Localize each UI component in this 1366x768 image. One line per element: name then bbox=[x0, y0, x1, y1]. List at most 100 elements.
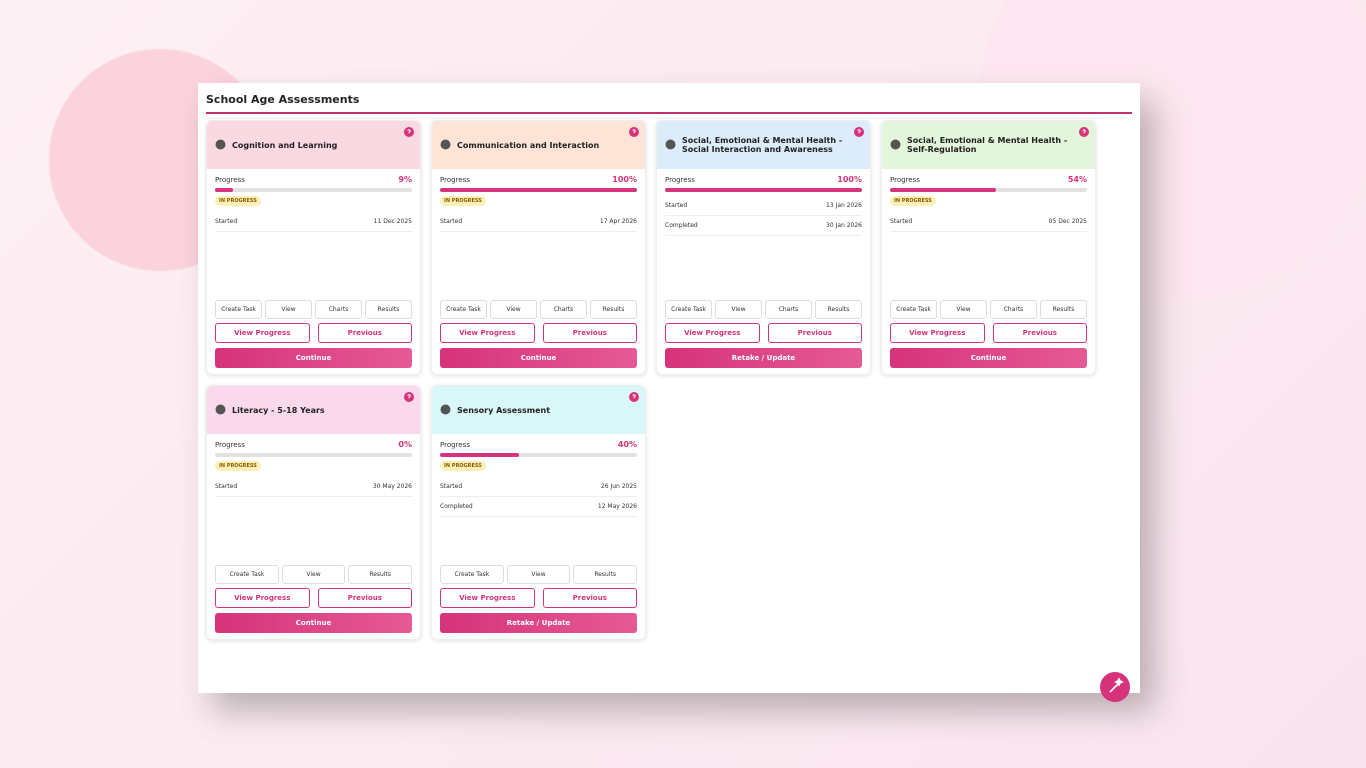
tool-button[interactable]: Results bbox=[1040, 300, 1087, 319]
outline-button[interactable]: View Progress bbox=[890, 323, 985, 343]
panel: School Age Assessments Cognition and Lea… bbox=[198, 83, 1140, 693]
progress-fill bbox=[890, 188, 997, 192]
tool-button[interactable]: View bbox=[506, 565, 571, 584]
tool-button[interactable]: Charts bbox=[765, 300, 812, 319]
action-button[interactable]: Continue bbox=[890, 348, 1087, 368]
status-badge: IN PROGRESS bbox=[440, 461, 486, 471]
progress-percent: 100% bbox=[612, 175, 637, 184]
date-row: Completed 30 Jan 2026 bbox=[665, 216, 862, 236]
card-title: Cognition and Learning bbox=[232, 140, 338, 150]
fab-icon bbox=[1109, 677, 1124, 693]
tool-button[interactable]: Charts bbox=[990, 300, 1037, 319]
tool-button[interactable]: View bbox=[265, 300, 312, 319]
tool-button[interactable]: Create Task bbox=[440, 300, 487, 319]
action-button[interactable]: Continue bbox=[215, 613, 412, 633]
progress-percent: 54% bbox=[1067, 175, 1087, 184]
progress-row: Progress 40% bbox=[440, 440, 637, 449]
tool-button[interactable]: Create Task bbox=[215, 300, 262, 319]
progress-row: Progress 100% bbox=[440, 175, 637, 184]
help-icon[interactable] bbox=[854, 127, 864, 139]
tool-button[interactable]: Create Task bbox=[665, 300, 712, 319]
button-row: View Progress Previous bbox=[215, 323, 412, 343]
assessment-card: Sensory Assessment Progress 40% IN PROGRESS… bbox=[431, 385, 646, 640]
tool-button[interactable]: Results bbox=[365, 300, 412, 319]
card-title: Social, Emotional & Mental Health - Soci… bbox=[682, 136, 843, 154]
card-body: Progress 54% IN PROGRESS Started 05 Dec 2025… bbox=[882, 169, 1095, 374]
button-row: View Progress Previous bbox=[440, 323, 637, 343]
outline-button[interactable]: View Progress bbox=[440, 323, 535, 343]
date-value: 12 May 2026 bbox=[597, 503, 637, 510]
outline-button[interactable]: View Progress bbox=[665, 323, 760, 343]
card-header: Sensory Assessment bbox=[432, 386, 645, 434]
tool-button[interactable]: View bbox=[490, 300, 537, 319]
progress-label: Progress bbox=[215, 440, 245, 449]
button-row: View Progress Previous bbox=[440, 588, 637, 608]
outline-button[interactable]: View Progress bbox=[215, 588, 310, 608]
progress-row: Progress 100% bbox=[665, 175, 862, 184]
outline-button[interactable]: Previous bbox=[992, 323, 1087, 343]
progress-label: Progress bbox=[890, 175, 920, 184]
date-value: 30 Jan 2026 bbox=[826, 222, 862, 229]
assessment-card: Cognition and Learning Progress 9% IN PROGR… bbox=[206, 120, 421, 375]
outline-button[interactable]: Previous bbox=[542, 323, 637, 343]
card-header: Literacy - 5-18 Years bbox=[207, 386, 420, 434]
progress-track bbox=[215, 453, 412, 457]
help-icon[interactable] bbox=[404, 392, 414, 404]
outline-button[interactable]: Previous bbox=[317, 588, 412, 608]
outline-button[interactable]: Previous bbox=[317, 323, 412, 343]
button-row: View Progress Previous bbox=[665, 323, 862, 343]
tool-button[interactable]: View bbox=[281, 565, 346, 584]
date-row: Completed 12 May 2026 bbox=[440, 497, 637, 517]
date-row: Started 05 Dec 2025 bbox=[890, 212, 1087, 232]
tool-button[interactable]: Create Task bbox=[440, 565, 504, 584]
date-label: Started bbox=[665, 202, 688, 209]
assessment-card: Social, Emotional & Mental Health - Soci… bbox=[656, 120, 871, 375]
tool-button[interactable]: View bbox=[940, 300, 987, 319]
outline-button[interactable]: Previous bbox=[542, 588, 637, 608]
help-icon[interactable] bbox=[629, 127, 639, 139]
card-icon bbox=[665, 139, 676, 152]
tool-row: Create Task View Charts Results bbox=[665, 300, 862, 319]
tool-button[interactable]: Create Task bbox=[215, 565, 279, 584]
progress-track bbox=[665, 188, 862, 192]
tool-button[interactable]: Results bbox=[573, 565, 638, 584]
card-header: Cognition and Learning bbox=[207, 121, 420, 169]
date-value: 13 Jan 2026 bbox=[826, 202, 862, 209]
action-button[interactable]: Continue bbox=[215, 348, 412, 368]
tool-button[interactable]: Results bbox=[348, 565, 413, 584]
progress-fill bbox=[215, 188, 233, 192]
card-header: Communication and Interaction bbox=[432, 121, 645, 169]
date-value: 11 Dec 2025 bbox=[373, 218, 412, 225]
help-icon[interactable] bbox=[404, 127, 414, 139]
tool-button[interactable]: Create Task bbox=[890, 300, 937, 319]
progress-label: Progress bbox=[665, 175, 695, 184]
status-badge: IN PROGRESS bbox=[890, 196, 936, 206]
status-badge: IN PROGRESS bbox=[215, 196, 261, 206]
card-icon bbox=[215, 139, 226, 152]
outline-button[interactable]: Previous bbox=[767, 323, 862, 343]
outline-button[interactable]: View Progress bbox=[440, 588, 535, 608]
action-button[interactable]: Retake / Update bbox=[665, 348, 862, 368]
tool-button[interactable]: Charts bbox=[540, 300, 587, 319]
progress-fill bbox=[440, 453, 519, 457]
action-button[interactable]: Retake / Update bbox=[440, 613, 637, 633]
card-body: Progress 100% Started 13 Jan 2026 Completed 3… bbox=[657, 169, 870, 374]
date-value: 30 May 2026 bbox=[372, 483, 412, 490]
help-icon[interactable] bbox=[629, 392, 639, 404]
date-label: Started bbox=[890, 218, 913, 225]
progress-fill bbox=[440, 188, 637, 192]
action-button[interactable]: Continue bbox=[440, 348, 637, 368]
tool-row: Create Task View Charts Results bbox=[440, 300, 637, 319]
date-label: Started bbox=[215, 218, 238, 225]
tool-button[interactable]: Results bbox=[815, 300, 862, 319]
card-header: Social, Emotional & Mental Health - Self… bbox=[882, 121, 1095, 169]
help-icon[interactable] bbox=[1079, 127, 1089, 139]
fab-button[interactable] bbox=[1100, 672, 1130, 702]
tool-button[interactable]: Charts bbox=[315, 300, 362, 319]
tool-button[interactable]: Results bbox=[590, 300, 637, 319]
tool-button[interactable]: View bbox=[715, 300, 762, 319]
outline-button[interactable]: View Progress bbox=[215, 323, 310, 343]
progress-track bbox=[440, 188, 637, 192]
tool-row: Create Task View Results bbox=[215, 565, 413, 584]
